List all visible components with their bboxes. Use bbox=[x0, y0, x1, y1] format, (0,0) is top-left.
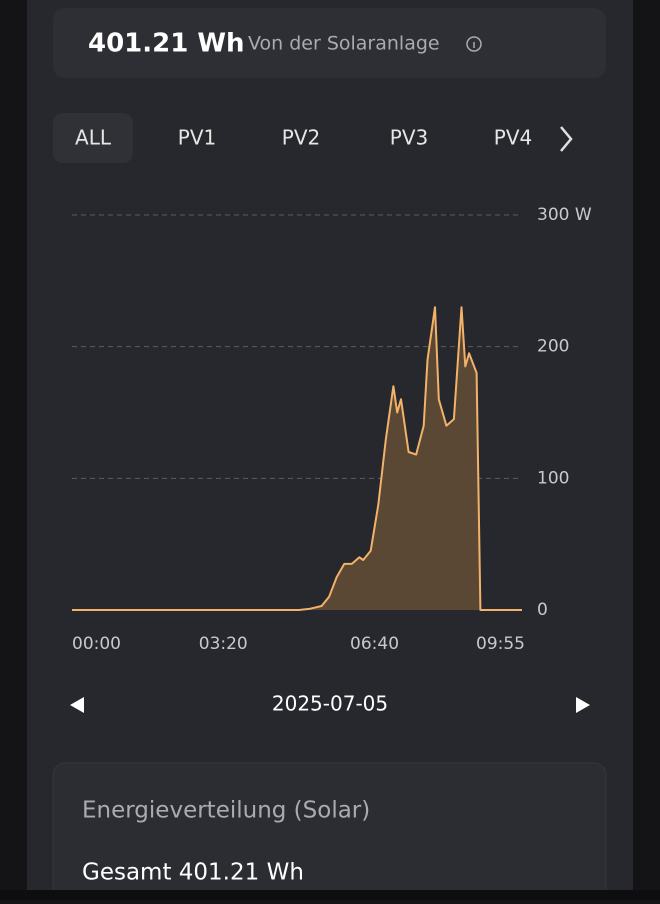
prev-day[interactable] bbox=[70, 697, 84, 713]
total-label: Von der Solaranlage bbox=[248, 33, 440, 55]
bottom-edge bbox=[0, 890, 660, 900]
summary-card bbox=[53, 8, 606, 78]
distribution-card bbox=[52, 762, 607, 904]
x-tick-label: 00:00 bbox=[72, 634, 121, 654]
y-tick-label: 200 bbox=[537, 337, 569, 357]
area bbox=[72, 307, 522, 610]
tabs-next[interactable] bbox=[560, 126, 573, 152]
next-day[interactable] bbox=[576, 697, 590, 713]
tab[interactable]: PV2 bbox=[282, 126, 320, 150]
tab[interactable]: ALL bbox=[75, 126, 112, 150]
x-tick-label: 09:55 bbox=[476, 634, 525, 654]
card-title: Energieverteilung (Solar) bbox=[82, 798, 370, 824]
tabs: ALL PV1 PV2 PV3 PV4 bbox=[75, 126, 532, 150]
card-total: Gesamt 401.21 Wh bbox=[82, 860, 304, 886]
date: 2025-07-05 bbox=[272, 692, 388, 716]
total-value: 401.21 Wh bbox=[88, 29, 245, 59]
y-tick-label: 100 bbox=[537, 468, 569, 488]
x-tick-label: 06:40 bbox=[350, 634, 399, 654]
tab[interactable]: PV3 bbox=[390, 126, 428, 150]
line bbox=[72, 306, 522, 611]
tab[interactable]: PV1 bbox=[178, 126, 216, 150]
y-tick-label: 0 bbox=[537, 600, 548, 620]
tab[interactable]: PV4 bbox=[494, 126, 532, 150]
x-tick-label: 03:20 bbox=[199, 634, 248, 654]
chart: 0 100 200 300 W 00:00 03:20 06:40 09:55 bbox=[72, 205, 592, 654]
y-tick-label: 300 W bbox=[537, 205, 592, 225]
tab-active-bg bbox=[53, 113, 133, 163]
info-icon[interactable] bbox=[466, 36, 482, 52]
